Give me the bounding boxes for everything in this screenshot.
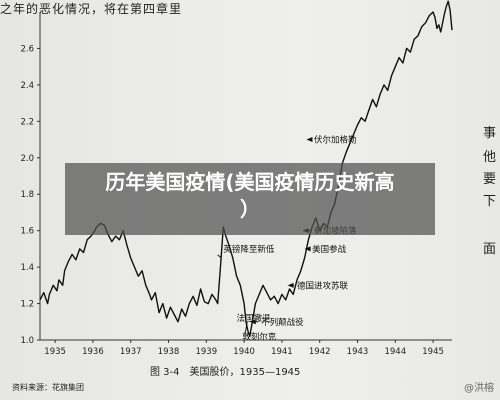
- y-tick-label: 2.4: [20, 81, 34, 91]
- x-tick-label: 1939: [195, 347, 217, 357]
- x-tick-label: 1937: [120, 347, 142, 357]
- y-tick-label: 1.8: [20, 190, 34, 200]
- annotation-arrowhead: [306, 137, 313, 143]
- y-tick-label: 2.6: [20, 44, 34, 54]
- annotation-label: 德国进攻苏联: [297, 280, 349, 291]
- x-tick-label: 1941: [271, 347, 293, 357]
- annotation-label: 美国参战: [312, 244, 347, 255]
- y-tick-label: 2.2: [20, 117, 34, 127]
- source-note: 资料来源：花旗集团: [12, 383, 84, 392]
- annotation-label: 伏尔加格勒: [314, 135, 357, 146]
- margin-char: 事: [482, 126, 496, 141]
- x-tick-label: 1935: [44, 347, 66, 357]
- x-tick-label: 1943: [347, 347, 369, 357]
- margin-char: 他: [482, 150, 496, 165]
- figure-caption: 图 3-4 美国股价，1935—1945: [150, 367, 301, 378]
- banner-line-2: ）: [240, 197, 260, 221]
- y-tick-label: 1.6: [20, 227, 34, 237]
- annotation-arrow: [217, 254, 222, 259]
- annotation-arrowhead: [249, 319, 256, 325]
- x-tick-label: 1940: [233, 347, 255, 357]
- annotation-label: 不列颠战役: [261, 317, 304, 328]
- annotation-arrow: [244, 322, 248, 335]
- margin-char: 下: [482, 194, 496, 209]
- watermark: @洪榕: [464, 383, 494, 394]
- annotation-label: 英镑降至新低: [223, 244, 275, 255]
- x-tick-label: 1945: [422, 347, 444, 357]
- banner-line-1: 历年美国疫情(美国疫情历史新高: [105, 170, 395, 194]
- x-tick-label: 1942: [309, 347, 331, 357]
- banner-title: 历年美国疫情(美国疫情历史新高 ）: [65, 169, 435, 223]
- annotation-arrowhead: [287, 282, 294, 288]
- margin-char: 要: [482, 172, 496, 187]
- x-tick-label: 1938: [158, 347, 180, 357]
- annotation-label: 法国撤退: [237, 313, 272, 324]
- y-tick-label: 1.2: [20, 300, 34, 310]
- x-tick-label: 1944: [384, 347, 406, 357]
- margin-char: 面: [482, 242, 496, 257]
- annotation-label: 敦刻尔克: [242, 331, 277, 342]
- annotation-arrowhead: [304, 246, 311, 252]
- y-tick-label: 1.4: [20, 263, 34, 273]
- x-tick-label: 1936: [82, 347, 104, 357]
- overlay-banner: 历年美国疫情(美国疫情历史新高 ）: [65, 163, 435, 235]
- y-tick-label: 1.0: [20, 336, 34, 346]
- y-tick-label: 2.0: [20, 154, 34, 164]
- header-text: 之年的恶化情况，将在第四章里: [0, 2, 183, 16]
